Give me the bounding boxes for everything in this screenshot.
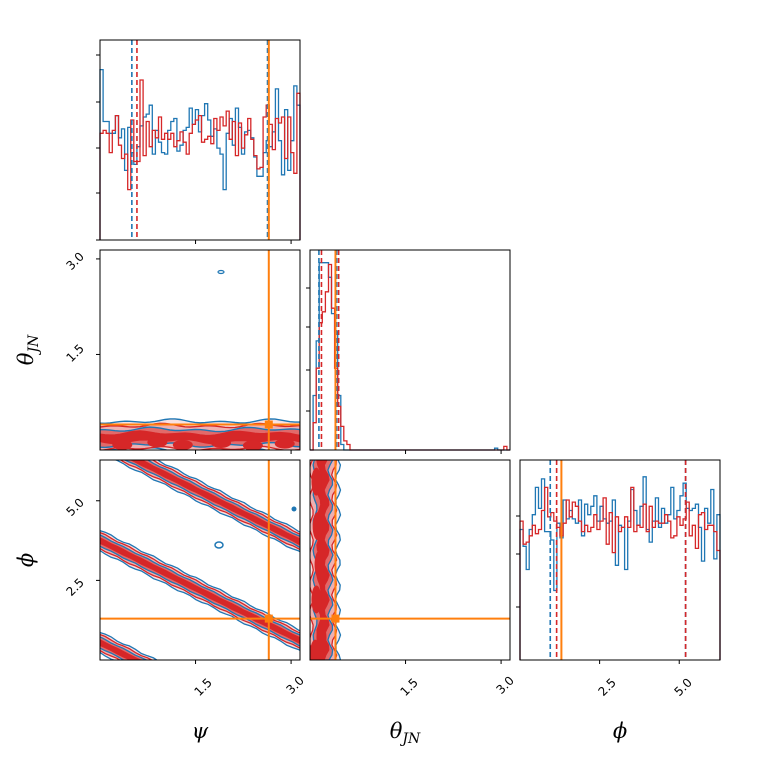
contour-blob-phi-theta-3: [311, 585, 322, 614]
histogram-theta_jn-series_b: [310, 263, 510, 451]
theta-subscript-y: JN: [26, 334, 42, 356]
tick-label-phi-x-2.5: 2.5: [595, 675, 618, 698]
contour-blob-theta-psi-0: [112, 439, 133, 450]
contour-outlier-phi-psi-a: [214, 541, 224, 549]
tick-label-phi-y-5.0: 5.0: [63, 495, 86, 518]
contour-blob-theta-psi-2: [172, 439, 193, 450]
contour-blob-theta-psi-3: [211, 437, 232, 448]
contour-blob-phi-theta-4: [316, 623, 327, 652]
truth-marker-phi-theta: [331, 614, 340, 623]
panel-phi-vs-psi: [100, 460, 300, 660]
contour-blob-theta-psi-4: [242, 440, 263, 450]
theta-symbol: θ: [390, 719, 403, 743]
axes-frames: [96, 39, 721, 664]
contour-phi-psi-ridge-2-level-3: [130, 460, 300, 546]
theta-subscript: JN: [399, 731, 421, 747]
y-axis-label-phi: ϕ: [14, 553, 38, 567]
contour-blob-theta-psi-5: [274, 438, 295, 449]
frame-theta_jn-theta_jn: [309, 249, 511, 451]
histogram-psi-series_a: [99, 68, 301, 240]
contour-blob-theta-psi-1: [147, 437, 168, 448]
tick-label-theta-y-1.5: 1.5: [63, 341, 86, 364]
panel-theta-jn-vs-psi: [100, 250, 300, 450]
contour-phi-psi-ridge-0-level-3: [100, 639, 142, 660]
x-axis-label-theta-jn: θJN: [390, 719, 421, 747]
theta-symbol-y: θ: [14, 352, 38, 365]
panel-phi-vs-theta-jn: [310, 460, 510, 660]
frame-phi-phi: [519, 459, 721, 661]
contour-outlier-theta-psi: [217, 269, 225, 275]
x-axis-label-phi: ϕ: [613, 719, 627, 743]
frame-psi-theta_jn: [99, 249, 301, 451]
x-axis-label-psi: ψ: [192, 719, 209, 743]
histogram-theta_jn-series_a: [310, 262, 510, 451]
tick-label-psi-1.5: 1.5: [191, 675, 214, 698]
histogram-phi-series_a: [519, 476, 721, 660]
panel-theta-jn-histogram: [310, 250, 510, 451]
contour-phi-psi-ridge-2-level-0: [113, 460, 300, 553]
histogram-psi-series_b: [99, 79, 301, 240]
contour-phi-psi-ridge-0-level-2: [100, 636, 149, 660]
contour-blob-phi-theta-5: [310, 639, 321, 660]
truth-marker-phi-psi: [264, 614, 273, 623]
frame-psi-phi: [99, 459, 301, 661]
contour-outlier-phi-psi-b: [291, 506, 297, 512]
contour-blob-phi-theta-0: [311, 467, 322, 496]
tick-label-phi-y-2.5: 2.5: [63, 575, 86, 598]
tick-label-theta-x-1.5: 1.5: [397, 675, 420, 698]
y-axis-label-theta-jn: θJN: [14, 334, 42, 365]
frame-theta_jn-phi: [309, 459, 511, 661]
contour-blob-phi-theta-1: [312, 512, 323, 541]
tick-label-theta-y-3.0: 3.0: [63, 249, 86, 272]
panel-phi-histogram: [519, 460, 721, 660]
contour-blob-phi-theta-2: [314, 550, 325, 579]
contour-phi-psi-ridge-1-level-3: [100, 537, 300, 645]
truth-marker-theta-psi: [264, 420, 273, 429]
contour-phi-psi-ridge-2-level-1: [119, 460, 300, 551]
frame-psi-psi: [99, 39, 301, 241]
tick-label-psi-3.0: 3.0: [283, 673, 306, 696]
tick-label-phi-x-5.0: 5.0: [671, 675, 694, 698]
panel-psi-histogram: [99, 40, 301, 240]
contour-phi-psi-ridge-2-level-2: [123, 460, 300, 549]
tick-label-theta-x-3.0: 3.0: [493, 673, 516, 696]
